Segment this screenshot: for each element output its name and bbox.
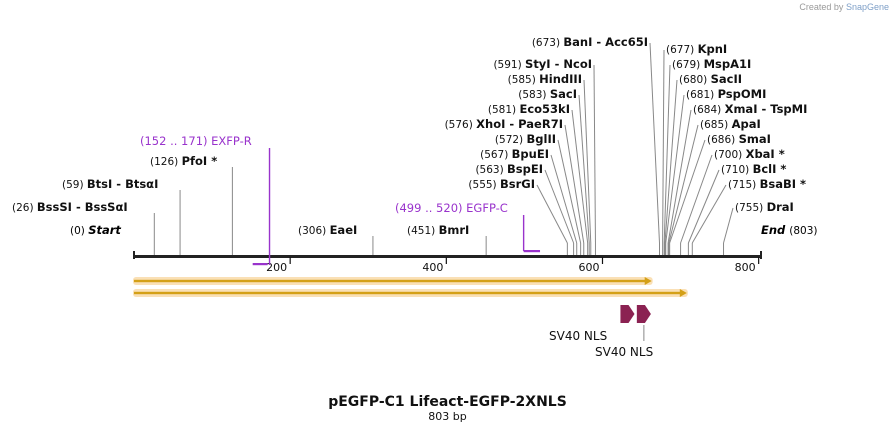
orf-bar[interactable] <box>134 279 646 283</box>
scale-tick-label: 800 <box>735 261 756 274</box>
enzyme-connector <box>669 139 706 244</box>
feature-label-sv40-nls-1[interactable]: SV40 NLS <box>549 329 607 343</box>
enzyme-label-pfoi[interactable]: (126) PfoI * <box>150 154 217 168</box>
credit-prefix: Created by <box>799 2 844 12</box>
enzyme-label-bsrgi[interactable]: (555) BsrGI <box>468 177 535 191</box>
enzyme-connector <box>571 109 589 244</box>
enzyme-connector <box>680 154 713 244</box>
backbone-start-cap <box>133 251 135 259</box>
enzyme-connector <box>691 184 727 244</box>
enzyme-connector <box>665 94 685 244</box>
enzyme-label-kpni[interactable]: (677) KpnI <box>666 42 727 56</box>
enzyme-label-styi[interactable]: (591) StyI - NcoI <box>493 57 592 71</box>
primer-bar[interactable] <box>252 263 268 266</box>
enzyme-label-drai[interactable]: (755) DraI <box>735 200 794 214</box>
enzyme-connector <box>583 79 592 244</box>
scale-tick-label: 600 <box>578 261 599 274</box>
primer-bar[interactable] <box>523 250 541 253</box>
enzyme-label-xbai[interactable]: (700) XbaI * <box>714 147 785 161</box>
sequence-backbone <box>134 255 761 258</box>
enzyme-label-mspa1i[interactable]: (679) MspA1I <box>672 57 751 71</box>
enzyme-label-smai[interactable]: (686) SmaI <box>707 132 771 146</box>
orf-bar[interactable] <box>134 291 681 295</box>
enzyme-label-eaei[interactable]: (306) EaeI <box>298 223 357 237</box>
enzyme-connector <box>544 169 575 244</box>
enzyme-label-sacii[interactable]: (680) SacII <box>679 72 742 86</box>
enzyme-connector <box>664 79 678 244</box>
scale-tick-label: 200 <box>266 261 287 274</box>
map-length: 803 bp <box>428 410 467 423</box>
enzyme-label-eco53ki[interactable]: (581) Eco53kI <box>488 102 570 116</box>
enzyme-label-saci[interactable]: (583) SacI <box>518 87 577 101</box>
snapgene-brand: SnapGene <box>845 2 889 12</box>
enzyme-label-apai[interactable]: (685) ApaI <box>700 117 761 131</box>
enzyme-connector <box>668 124 699 244</box>
scale-tick-label: 400 <box>422 261 443 274</box>
sequence-start-label: (0) Start <box>70 223 121 237</box>
enzyme-connector <box>564 124 585 244</box>
enzyme-connector <box>536 184 568 244</box>
feature-label-sv40-nls-2[interactable]: SV40 NLS <box>595 345 653 359</box>
enzyme-connector <box>593 64 596 244</box>
enzyme-connector <box>663 64 671 244</box>
feature-sv40-nls-1[interactable] <box>620 305 635 323</box>
enzyme-connector <box>723 207 734 244</box>
enzyme-label-xhoi[interactable]: (576) XhoI - PaeR7I <box>445 117 563 131</box>
enzyme-connector <box>687 169 720 244</box>
orf-arrowhead <box>679 289 687 297</box>
enzyme-connector <box>550 154 578 244</box>
enzyme-label-hindiii[interactable]: (585) HindIII <box>508 72 582 86</box>
feature-sv40-nls-2[interactable] <box>636 305 651 323</box>
enzyme-connector <box>649 42 660 244</box>
map-title: pEGFP-C1 Lifeact-EGFP-2XNLS <box>328 394 567 410</box>
enzyme-label-bpuei[interactable]: (567) BpuEI <box>480 147 549 161</box>
backbone-end-cap <box>760 251 762 259</box>
enzyme-label-pspomi[interactable]: (681) PspOMI <box>686 87 766 101</box>
enzyme-label-bani[interactable]: (673) BanI - Acc65I <box>532 35 648 49</box>
enzyme-label-bsabi[interactable]: (715) BsaBI * <box>728 177 806 191</box>
snapgene-credit: Created by SnapGene <box>799 2 889 12</box>
enzyme-connector <box>557 139 582 244</box>
enzyme-label-bspei[interactable]: (563) BspEI <box>475 162 543 176</box>
sequence-end-label: End (803) <box>761 223 818 237</box>
enzyme-label-bglii[interactable]: (572) BglII <box>495 132 556 146</box>
enzyme-label-bcli[interactable]: (710) BclI * <box>721 162 786 176</box>
enzyme-connector <box>667 109 692 244</box>
orf-arrowhead <box>644 277 652 285</box>
enzyme-label-bmri[interactable]: (451) BmrI <box>407 223 469 237</box>
enzyme-label-btsi[interactable]: (59) BtsI - BtsαI <box>62 177 158 191</box>
enzyme-connector <box>578 94 590 244</box>
primer-label-egfp-c[interactable]: (499 .. 520) EGFP-C <box>395 201 508 215</box>
enzyme-label-bsssi[interactable]: (26) BssSI - BssSαI <box>12 200 128 214</box>
enzyme-connector <box>662 49 665 244</box>
primer-label-exfp-r[interactable]: (152 .. 171) EXFP-R <box>140 134 252 148</box>
enzyme-label-xmai[interactable]: (684) XmaI - TspMI <box>693 102 807 116</box>
